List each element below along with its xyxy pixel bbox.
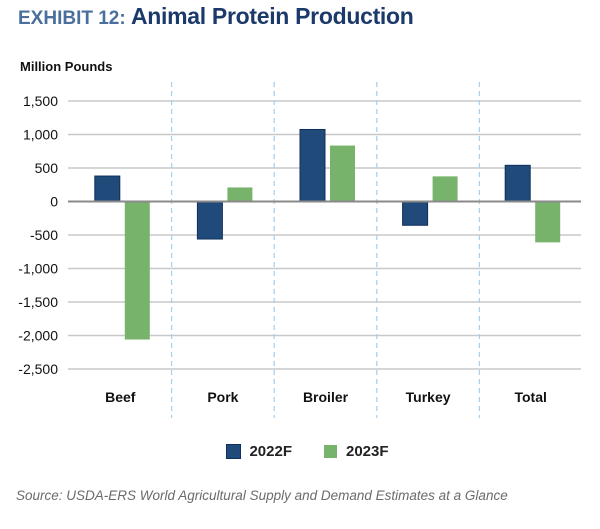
category-dividers [170, 82, 481, 418]
y-tick-label: 0 [50, 194, 58, 210]
y-tick-label: 500 [35, 160, 59, 176]
y-tick-labels: 1,500 1,000 500 0 -500 -1,000 -1,500 -2,000 -2,5… [18, 93, 58, 377]
title-text: Animal Protein Production [130, 3, 414, 29]
bar-total-2022f [504, 164, 531, 203]
legend-label-2022f: 2022F [249, 443, 292, 460]
exhibit-number: EXHIBIT 12: [18, 8, 126, 29]
legend-swatch-2023f [324, 445, 337, 458]
bar-pork-2023f [227, 187, 253, 202]
x-tick-label: Pork [207, 389, 238, 405]
bar-pork-2022f [196, 201, 223, 240]
chart-title: EXHIBIT 12: Animal Protein Production [18, 3, 414, 30]
y-tick-label: -500 [30, 227, 58, 243]
bar-beef-2023f [124, 201, 150, 340]
legend-item-2023f: 2023F [324, 443, 389, 460]
source-note: Source: USDA-ERS World Agricultural Supp… [16, 488, 508, 503]
y-tick-label: -1,000 [18, 261, 58, 277]
legend-item-2022f: 2022F [226, 443, 292, 460]
bar-broiler-2023f [330, 145, 355, 202]
bar-chart: 1,500 1,000 500 0 -500 -1,000 -1,500 -2,000 -2,5… [18, 82, 581, 418]
x-tick-label: Broiler [303, 389, 349, 405]
y-tick-label: 1,000 [23, 127, 58, 143]
legend-label-2023f: 2023F [346, 443, 389, 460]
y-tick-label: -1,500 [18, 294, 58, 310]
x-tick-labels: Beef Pork Broiler Turkey Total [105, 389, 547, 405]
bar-beef-2022f [94, 175, 121, 202]
legend-swatch-2022f [226, 444, 242, 459]
y-tick-label: -2,500 [18, 361, 58, 377]
legend: 2022F 2023F [8, 443, 600, 460]
bar-broiler-2022f [299, 128, 326, 203]
bar-turkey-2023f [432, 176, 458, 202]
y-tick-label: -2,000 [18, 328, 58, 344]
x-tick-label: Turkey [406, 389, 451, 405]
gridlines [68, 100, 581, 370]
bars [94, 128, 561, 340]
y-axis-label: Million Pounds [20, 59, 113, 74]
bar-total-2023f [535, 201, 561, 243]
x-tick-label: Beef [105, 389, 136, 405]
y-tick-label: 1,500 [23, 93, 58, 109]
x-tick-label: Total [514, 389, 546, 405]
bar-turkey-2022f [402, 201, 429, 226]
